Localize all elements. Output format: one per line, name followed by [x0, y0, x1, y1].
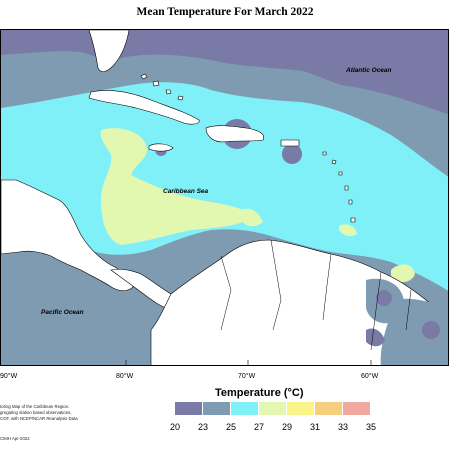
legend-bin-31-33	[315, 402, 343, 415]
legend-tick-33: 33	[337, 422, 348, 432]
cool-zone-atlantic	[301, 70, 448, 115]
lon-label-60w: 60°W	[361, 373, 379, 380]
lon-label-90w: 90°W	[0, 373, 18, 380]
cool-spot-puerto-rico	[282, 144, 302, 164]
lesser-antilles-islands	[322, 151, 356, 223]
lon-label-80w: 80°W	[116, 373, 134, 380]
credit: CIMH Apr-2022	[0, 436, 30, 441]
legend-tick-23: 23	[197, 422, 208, 432]
legend-bin-29-31	[287, 402, 315, 415]
hot-zone-east	[339, 224, 357, 237]
cool-spot-suriname	[422, 321, 440, 339]
puerto-rico-land	[280, 139, 300, 147]
legend-tick-29: 29	[281, 422, 292, 432]
caribbean-sea-label: Caribbean Sea	[163, 188, 209, 195]
map-title: Mean Temperature For March 2022	[136, 6, 314, 18]
hot-zone-central	[100, 128, 256, 245]
footnote-line: COF, with NCEP/NCAR Reanalysis Data	[0, 416, 78, 421]
footnote-line: toring Map of the Caribbean Region.	[0, 404, 70, 409]
cool-spot-interior	[366, 328, 385, 347]
legend-tick-27: 27	[253, 422, 264, 432]
legend-tick-31: 31	[309, 422, 320, 432]
legend-bin-33-35	[343, 402, 371, 415]
atlantic-ocean-label: Atlantic Ocean	[345, 67, 392, 74]
guiana-shield-zone	[380, 298, 448, 365]
legend-bin-20-23	[175, 402, 203, 415]
cuba-land	[88, 90, 200, 125]
legend-tick-25: 25	[225, 422, 236, 432]
legend-colorbar	[175, 402, 371, 415]
cool-spot-guiana	[376, 290, 392, 306]
caribbean-map: Atlantic Ocean Caribbean Sea Pacific Oce…	[1, 30, 448, 365]
pacific-ocean-label: Pacific Ocean	[41, 309, 84, 316]
footnote: toring Map of the Caribbean Region. greg…	[0, 404, 110, 422]
jamaica-land	[148, 143, 174, 152]
map-frame: Atlantic Ocean Caribbean Sea Pacific Oce…	[0, 29, 449, 366]
legend-title: Temperature (°C)	[215, 387, 304, 399]
legend-bin-25-27	[231, 402, 259, 415]
lon-label-70w: 70°W	[238, 373, 256, 380]
florida-land	[88, 30, 130, 72]
legend-bin-23-25	[203, 402, 231, 415]
country-borders	[220, 239, 412, 351]
hot-zone-south	[241, 208, 263, 227]
legend-ticks: 20 23 25 27 29 31 33 35	[167, 422, 381, 434]
legend-bin-27-29	[259, 402, 287, 415]
legend-tick-20: 20	[169, 422, 180, 432]
legend-tick-35: 35	[365, 422, 376, 432]
hot-zone-guiana	[391, 264, 415, 283]
hispaniola-land	[205, 125, 264, 143]
footnote-line: gregating station based observations,	[0, 410, 72, 415]
bahamas-islands	[140, 73, 184, 101]
